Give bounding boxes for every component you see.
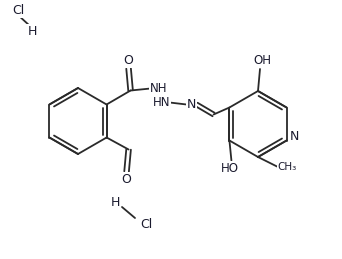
Text: H: H	[27, 25, 37, 38]
Text: OH: OH	[253, 54, 271, 67]
Text: HN: HN	[153, 96, 170, 109]
Text: CH₃: CH₃	[277, 162, 297, 172]
Text: NH: NH	[150, 82, 167, 95]
Text: O: O	[124, 54, 133, 67]
Text: N: N	[187, 98, 196, 111]
Text: Cl: Cl	[140, 218, 152, 231]
Text: Cl: Cl	[12, 4, 24, 17]
Text: HO: HO	[221, 162, 238, 175]
Text: O: O	[122, 173, 132, 186]
Text: H: H	[110, 196, 120, 208]
Text: N: N	[290, 130, 299, 143]
